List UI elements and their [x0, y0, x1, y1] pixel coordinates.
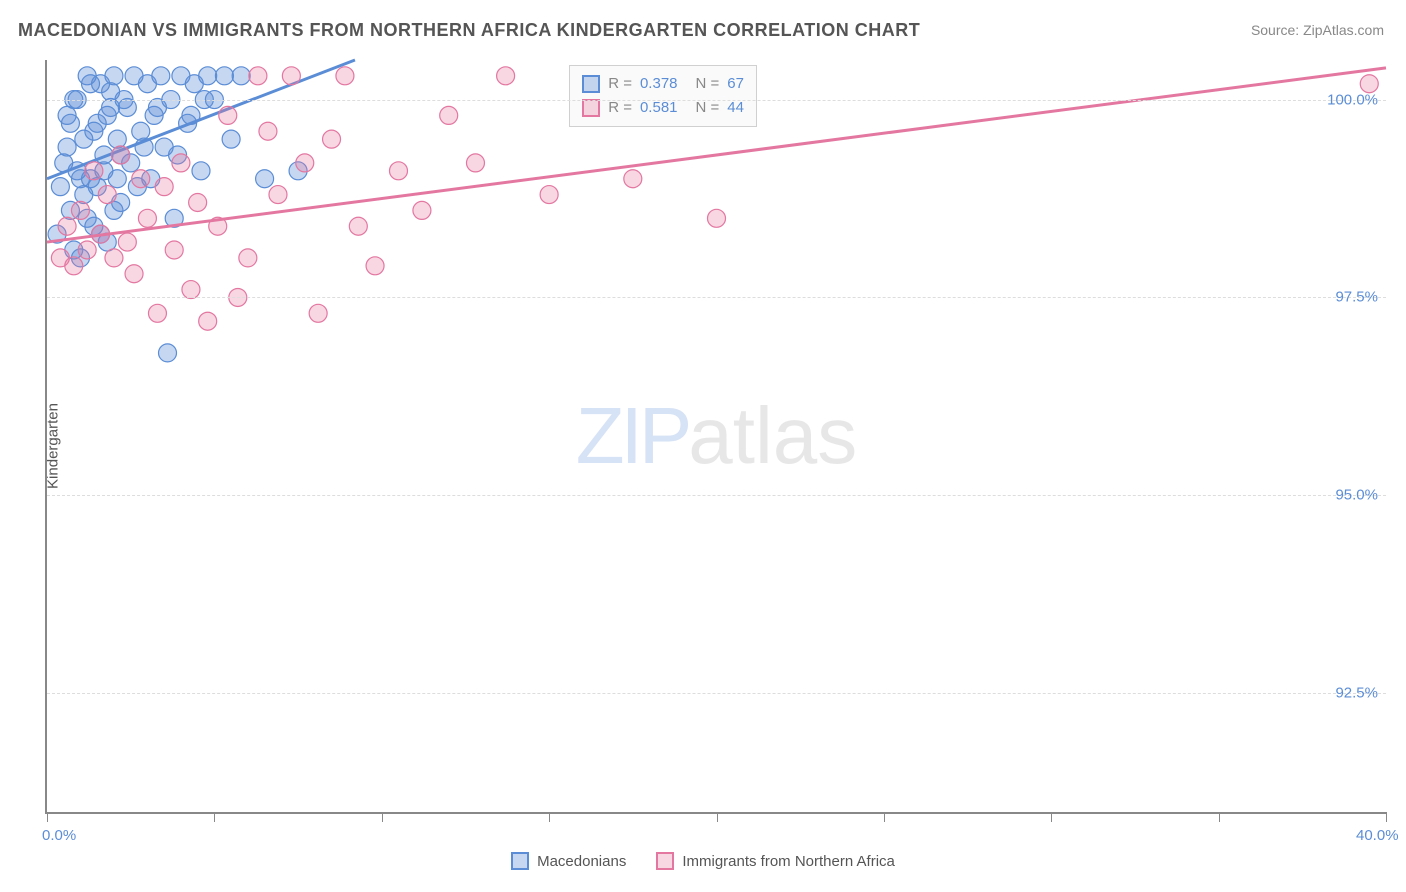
correlation-legend: R = 0.378 N = 67 R = 0.581 N = 44 [569, 65, 757, 127]
legend-item: Macedonians [511, 852, 626, 870]
swatch-immigrants [582, 99, 600, 117]
scatter-plot-svg [47, 60, 1386, 812]
legend-item: Immigrants from Northern Africa [656, 852, 895, 870]
legend-row: R = 0.378 N = 67 [582, 72, 744, 96]
plot-area: ZIPatlas R = 0.378 N = 67 R = 0.581 N = … [45, 60, 1386, 814]
x-tick-label-end: 40.0% [1356, 827, 1399, 844]
legend-label-macedonians: Macedonians [537, 853, 626, 870]
swatch-macedonians [582, 75, 600, 93]
swatch-macedonians [511, 852, 529, 870]
r-value-macedonians: 0.378 [640, 72, 678, 96]
series-legend: Macedonians Immigrants from Northern Afr… [0, 852, 1406, 870]
legend-label-immigrants: Immigrants from Northern Africa [682, 853, 895, 870]
chart-title: MACEDONIAN VS IMMIGRANTS FROM NORTHERN A… [18, 20, 920, 41]
source-label: Source: ZipAtlas.com [1251, 22, 1384, 38]
y-tick-label: 100.0% [1327, 91, 1378, 108]
n-value-macedonians: 67 [727, 72, 744, 96]
y-tick-label: 97.5% [1335, 289, 1378, 306]
x-tick-label-start: 0.0% [42, 827, 76, 844]
r-label: R = [608, 72, 632, 96]
y-tick-label: 95.0% [1335, 487, 1378, 504]
swatch-immigrants [656, 852, 674, 870]
y-tick-label: 92.5% [1335, 685, 1378, 702]
n-label: N = [696, 72, 720, 96]
